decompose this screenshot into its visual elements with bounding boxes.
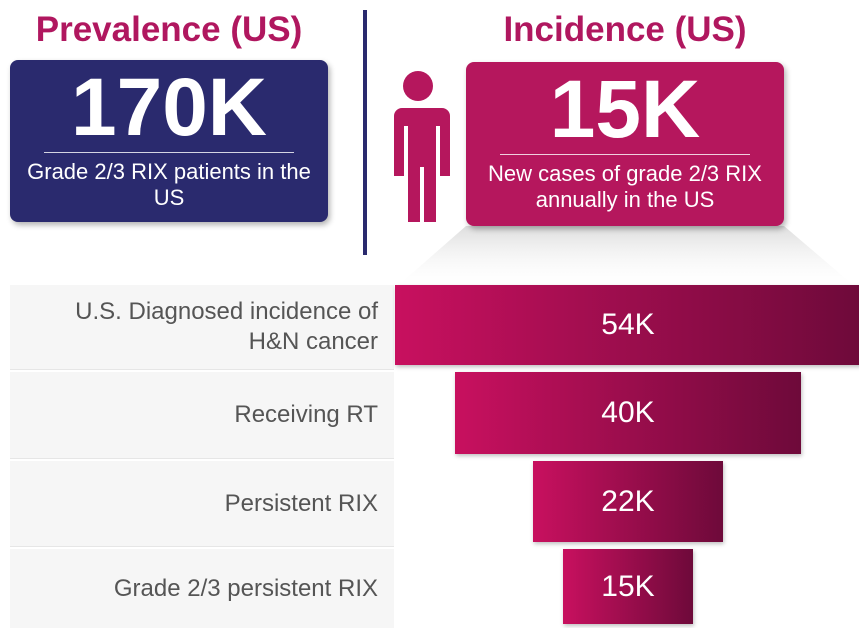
panel-caption: New cases of grade 2/3 RIX annually in t… bbox=[488, 161, 762, 212]
panel-caption: Grade 2/3 RIX patients in the US bbox=[27, 159, 311, 210]
category-label: Grade 2/3 persistent RIX bbox=[113, 574, 378, 602]
rule bbox=[44, 152, 294, 153]
panel-title: Prevalence (US) bbox=[35, 10, 303, 49]
row-label-bg: Grade 2/3 persistent RIX bbox=[10, 549, 394, 628]
row-label-bg: Receiving RT bbox=[10, 372, 394, 459]
panel-box: 170K Grade 2/3 RIX patients in the US bbox=[10, 60, 328, 222]
row-label-bg: Persistent RIX bbox=[10, 461, 394, 547]
panel-value: 170K bbox=[70, 62, 268, 153]
funnel-bar: 22K bbox=[533, 461, 723, 542]
panel-box: 15K New cases of grade 2/3 RIX annually … bbox=[466, 62, 784, 226]
panel-value: 15K bbox=[549, 64, 701, 155]
value-label: 54K bbox=[601, 308, 655, 341]
person-icon bbox=[394, 71, 450, 222]
panel-title: Incidence (US) bbox=[503, 10, 747, 49]
category-label: U.S. Diagnosed incidence of H&N cancer bbox=[75, 298, 378, 355]
category-label: Persistent RIX bbox=[224, 489, 378, 517]
shadow bbox=[393, 226, 859, 290]
category-label: Receiving RT bbox=[234, 401, 378, 428]
funnel-bar: 15K bbox=[563, 549, 693, 624]
value-label: 40K bbox=[601, 396, 655, 429]
value-label: 22K bbox=[601, 484, 655, 518]
funnel-bar: 54K bbox=[395, 285, 859, 365]
rule bbox=[500, 154, 750, 155]
value-label: 15K bbox=[601, 569, 655, 603]
row-label-bg: U.S. Diagnosed incidence of H&N cancer bbox=[10, 285, 394, 370]
funnel-bar: 40K bbox=[455, 372, 801, 454]
